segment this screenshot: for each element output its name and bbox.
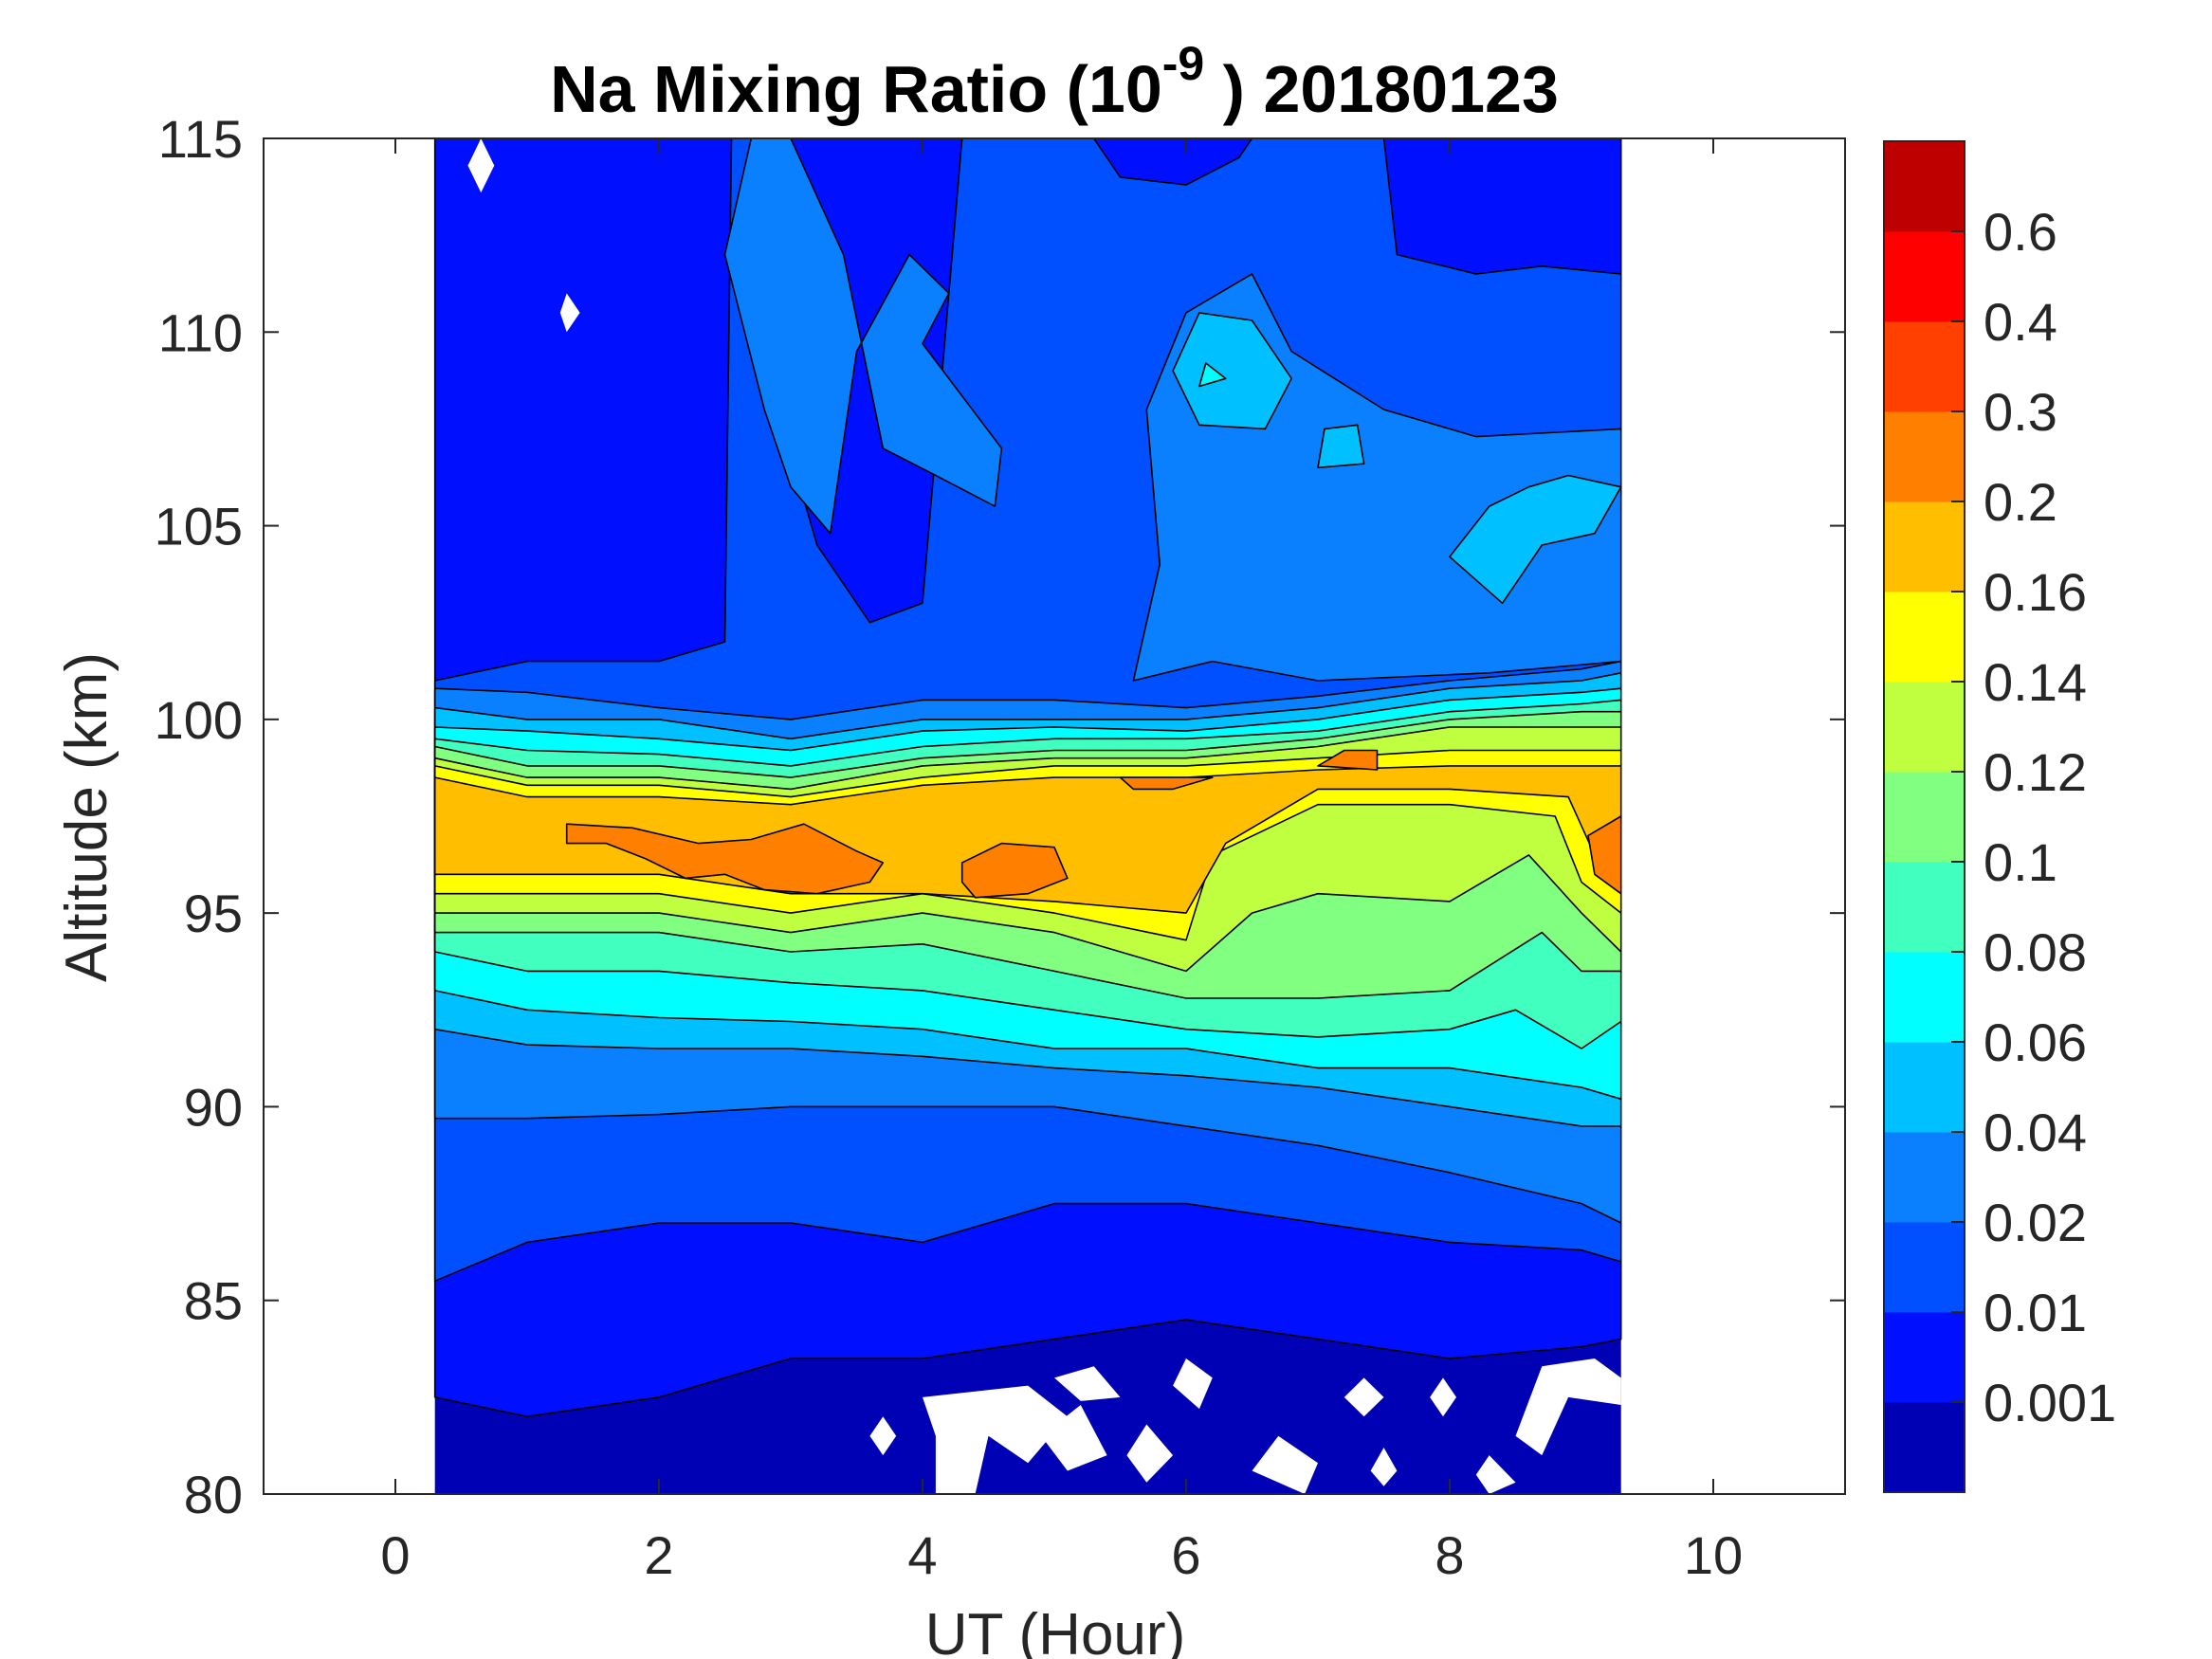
contour-blob-3 <box>1317 749 1379 771</box>
colorbar-label: 0.3 <box>1983 382 2057 442</box>
y-tick-label: 80 <box>184 1465 243 1524</box>
colorbar-label: 0.02 <box>1983 1193 2087 1252</box>
missing-data-patch-9 <box>1344 1377 1384 1417</box>
x-tick-label: 10 <box>1684 1525 1743 1585</box>
missing-data-patch-1 <box>559 293 580 333</box>
y-tick-label: 100 <box>155 690 243 750</box>
colorbar-swatch-11 <box>1884 411 1965 502</box>
colorbar-swatch-13 <box>1884 231 1965 322</box>
colorbar-label: 0.12 <box>1983 742 2087 802</box>
contour-blob-1 <box>960 842 1069 899</box>
y-tick-label: 95 <box>184 884 243 943</box>
missing-data-patch-0 <box>467 138 495 193</box>
colorbar-swatch-0 <box>1884 1402 1965 1493</box>
x-tick-label: 8 <box>1435 1525 1464 1585</box>
x-tick-label: 4 <box>907 1525 937 1585</box>
missing-data-patch-7 <box>1173 1358 1213 1410</box>
missing-data-patch-3 <box>923 1385 1068 1494</box>
colorbar-swatch-4 <box>1884 1042 1965 1133</box>
contour-blob-8 <box>1317 424 1365 469</box>
colorbar-swatch-12 <box>1884 321 1965 412</box>
y-tick-label: 85 <box>184 1271 243 1331</box>
colorbar-label: 0.06 <box>1983 1012 2087 1072</box>
missing-data-patch-12 <box>1475 1455 1516 1494</box>
contour-blob-4 <box>1587 815 1622 895</box>
x-tick-label: 2 <box>644 1525 673 1585</box>
plot-area <box>433 137 1622 1494</box>
colorbar-label: 0.04 <box>1983 1103 2087 1162</box>
x-tick-label: 6 <box>1171 1525 1200 1585</box>
missing-data-patch-4 <box>1041 1405 1107 1471</box>
colorbar-label: 0.16 <box>1983 562 2087 622</box>
colorbar-label: 0.6 <box>1983 202 2057 262</box>
title-main: Na Mixing Ratio (10 <box>550 52 1162 126</box>
colorbar-label: 0.1 <box>1983 832 2057 892</box>
missing-data-patch-6 <box>1126 1424 1174 1483</box>
colorbar-swatch-5 <box>1884 952 1965 1043</box>
colorbar: 0.001 0.01 0.02 0.04 0.06 0.08 0.1 0.12 0.14 0.16… <box>1883 140 2116 1493</box>
colorbar-border <box>1883 140 1965 1493</box>
y-tick-label: 105 <box>155 497 243 556</box>
axis-ticks: 0 2 4 6 8 10 80 85 90 95 100 105 110 115 <box>155 109 1845 1585</box>
colorbar-label: 0.001 <box>1983 1373 2116 1432</box>
title-suffix: ) 20180123 <box>1204 52 1559 126</box>
contour-blob-0 <box>565 823 885 895</box>
colorbar-swatch-14 <box>1884 141 1965 232</box>
missing-data-patch-13 <box>1515 1358 1621 1456</box>
y-tick-label: 90 <box>184 1077 243 1137</box>
colorbar-swatch-6 <box>1884 862 1965 953</box>
y-tick-label: 110 <box>158 302 243 362</box>
contour-blob-11 <box>1382 137 1622 275</box>
contour-blob-7 <box>1172 312 1292 430</box>
y-tick-label: 115 <box>158 109 243 169</box>
axes-box <box>263 137 1846 1495</box>
x-tick-label: 0 <box>380 1525 410 1585</box>
colorbar-label: 0.08 <box>1983 922 2087 982</box>
missing-data-patch-11 <box>1430 1377 1456 1417</box>
chart-title: Na Mixing Ratio (10-9 ) 20180123 <box>550 37 1559 126</box>
colorbar-label: 0.4 <box>1983 292 2057 352</box>
contour-blob-2 <box>1119 776 1214 791</box>
title-exponent: -9 <box>1162 37 1204 90</box>
x-axis-label: UT (Hour) <box>925 1602 1185 1659</box>
colorbar-swatch-9 <box>1884 592 1965 683</box>
missing-data-patch-10 <box>1370 1448 1398 1486</box>
colorbar-swatch-8 <box>1884 682 1965 773</box>
contour-blob-9 <box>1449 474 1622 605</box>
colorbar-swatch-7 <box>1884 772 1965 863</box>
contour-blob-10 <box>1198 362 1227 388</box>
colorbar-label: 0.2 <box>1983 472 2057 532</box>
y-axis-label: Altitude (km) <box>54 652 119 982</box>
colorbar-label: 0.14 <box>1983 652 2087 712</box>
colorbar-swatch-1 <box>1884 1312 1965 1403</box>
colorbar-swatch-2 <box>1884 1222 1965 1313</box>
colorbar-swatch-10 <box>1884 501 1965 592</box>
missing-data-patch-8 <box>1252 1435 1318 1494</box>
colorbar-swatch-3 <box>1884 1132 1965 1223</box>
contour-blob-6 <box>723 137 1003 535</box>
missing-data-patch-2 <box>869 1416 897 1456</box>
missing-data-patch-5 <box>1054 1366 1121 1401</box>
colorbar-label: 0.01 <box>1983 1283 2087 1342</box>
